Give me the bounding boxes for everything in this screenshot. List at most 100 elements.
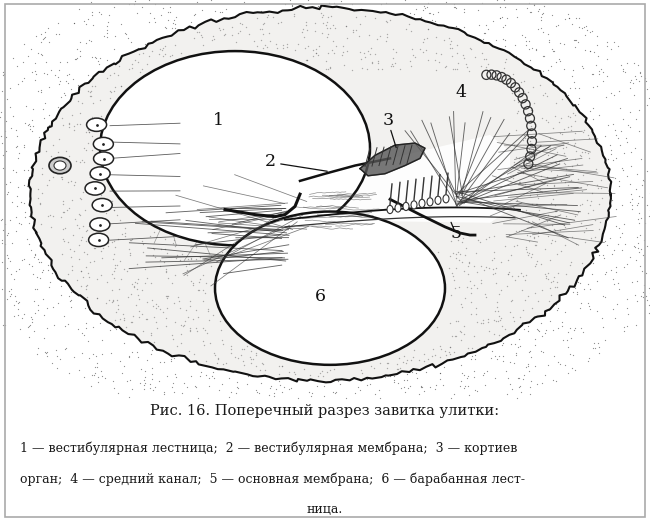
- Point: [12, 132, 22, 140]
- Point: [596, 176, 606, 184]
- Point: [586, 27, 597, 35]
- Point: [354, 32, 365, 40]
- Point: [456, 377, 466, 385]
- Point: [30, 58, 40, 67]
- Point: [28, 105, 38, 113]
- Point: [631, 184, 642, 193]
- Point: [511, 52, 521, 60]
- Point: [62, 71, 72, 79]
- Ellipse shape: [387, 205, 393, 214]
- Point: [69, 121, 79, 130]
- Point: [268, 13, 278, 21]
- Point: [530, 341, 541, 350]
- Point: [346, 0, 357, 8]
- Point: [137, 286, 148, 294]
- Point: [528, 145, 539, 154]
- Point: [92, 275, 102, 283]
- Point: [132, 284, 142, 293]
- Point: [493, 317, 503, 326]
- Point: [638, 292, 648, 301]
- Point: [510, 204, 520, 212]
- Point: [588, 343, 599, 352]
- Point: [18, 199, 29, 207]
- Point: [196, 6, 207, 14]
- Point: [554, 156, 564, 165]
- Point: [11, 126, 21, 134]
- Point: [221, 358, 231, 367]
- Point: [634, 192, 644, 200]
- Point: [603, 121, 614, 129]
- Point: [413, 355, 424, 364]
- Point: [586, 196, 596, 205]
- Point: [168, 19, 178, 27]
- Point: [459, 8, 469, 16]
- Point: [77, 273, 88, 281]
- Point: [418, 39, 428, 47]
- Point: [257, 24, 267, 33]
- Point: [285, 384, 296, 392]
- Point: [232, 378, 242, 386]
- Point: [325, 64, 335, 72]
- Point: [549, 47, 560, 55]
- Point: [568, 351, 578, 359]
- Point: [523, 216, 534, 225]
- Point: [155, 245, 166, 253]
- Point: [186, 277, 196, 285]
- Point: [314, 42, 324, 50]
- Point: [231, 38, 241, 46]
- Point: [8, 301, 19, 309]
- Point: [137, 49, 148, 57]
- Point: [446, 291, 456, 299]
- Point: [540, 245, 551, 254]
- Point: [328, 37, 339, 45]
- Point: [531, 241, 541, 250]
- Point: [262, 42, 272, 51]
- Point: [216, 326, 226, 334]
- Point: [211, 359, 222, 367]
- Point: [150, 0, 161, 8]
- Point: [162, 249, 172, 257]
- Point: [200, 326, 210, 334]
- Point: [587, 70, 597, 78]
- Point: [510, 339, 520, 348]
- Point: [20, 207, 30, 216]
- Point: [585, 201, 595, 209]
- Point: [271, 40, 281, 48]
- Point: [498, 22, 508, 31]
- Point: [238, 357, 248, 366]
- Point: [120, 29, 130, 37]
- Point: [277, 362, 287, 370]
- Point: [51, 160, 61, 169]
- Point: [350, 389, 360, 397]
- Point: [550, 237, 560, 245]
- Point: [530, 262, 541, 270]
- Point: [207, 35, 218, 44]
- Point: [374, 394, 385, 402]
- Point: [203, 307, 213, 315]
- Point: [87, 371, 98, 380]
- Point: [601, 93, 611, 101]
- Point: [619, 263, 629, 271]
- Point: [88, 244, 99, 252]
- Point: [170, 20, 181, 29]
- Point: [126, 236, 136, 244]
- Point: [116, 20, 126, 28]
- Point: [615, 233, 625, 242]
- Point: [32, 306, 43, 315]
- Point: [524, 0, 534, 7]
- Point: [491, 264, 502, 272]
- Point: [504, 231, 514, 239]
- Point: [29, 296, 39, 305]
- Point: [568, 66, 578, 75]
- Point: [458, 234, 469, 242]
- Point: [634, 77, 645, 85]
- Point: [622, 59, 632, 68]
- Point: [213, 354, 224, 363]
- Point: [5, 103, 15, 111]
- Point: [346, 66, 357, 74]
- Point: [77, 188, 88, 196]
- Point: [92, 57, 103, 65]
- Point: [289, 368, 300, 377]
- Point: [122, 377, 132, 385]
- Point: [81, 20, 91, 28]
